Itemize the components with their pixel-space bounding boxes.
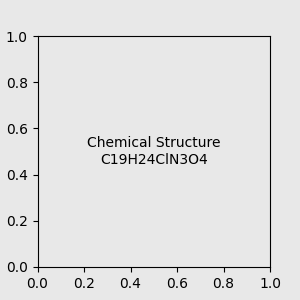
Text: Chemical Structure
C19H24ClN3O4: Chemical Structure C19H24ClN3O4 xyxy=(87,136,220,166)
